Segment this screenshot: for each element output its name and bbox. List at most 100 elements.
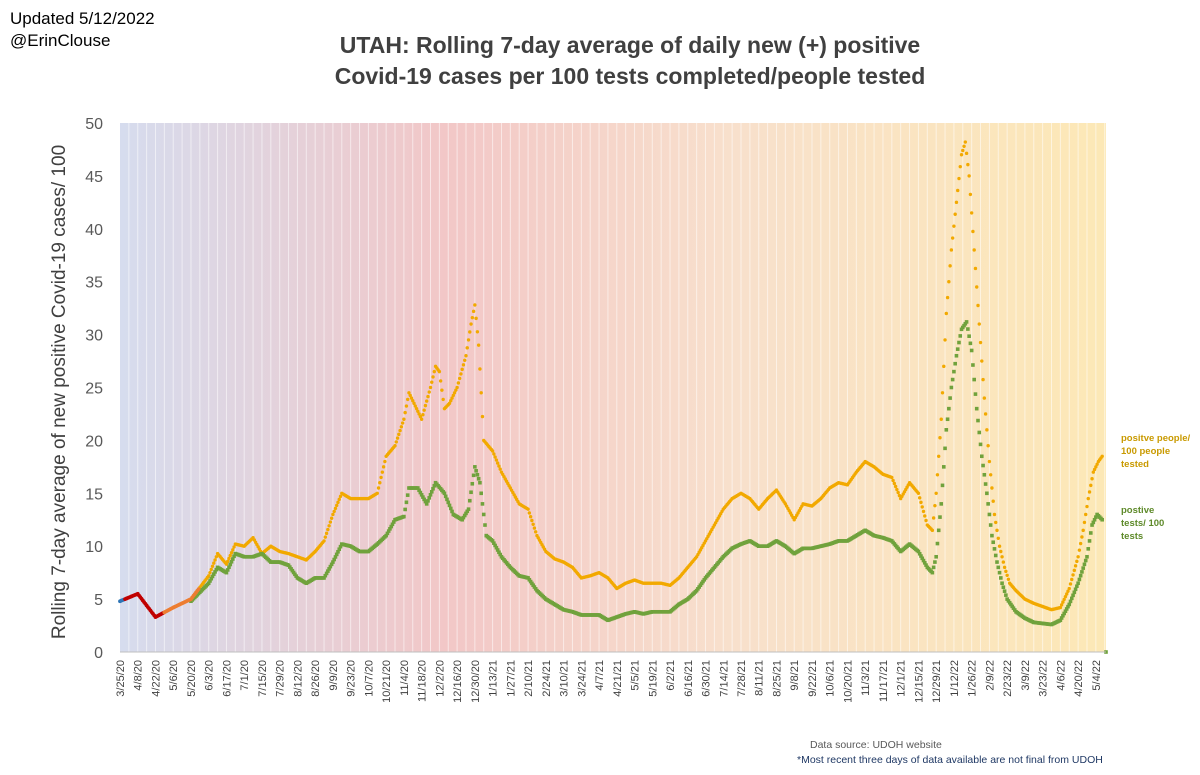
point-positive-people xyxy=(982,396,987,400)
author-handle: @ErinClouse xyxy=(10,31,111,50)
point-positive-people xyxy=(988,473,993,477)
x-tick-label: 12/29/21 xyxy=(931,660,943,703)
point-positive-tests xyxy=(528,579,533,584)
point-positive-tests xyxy=(1012,608,1017,612)
point-positive-people xyxy=(336,500,340,505)
point-positive-people xyxy=(411,399,415,403)
point-positive-tests xyxy=(947,406,951,411)
point-positive-people xyxy=(475,330,480,334)
point-positive-people xyxy=(994,520,998,525)
point-positive-tests xyxy=(465,509,470,514)
point-positive-people xyxy=(969,211,974,215)
point-positive-tests xyxy=(920,556,925,561)
point-positive-people xyxy=(492,452,496,456)
point-positive-tests xyxy=(986,502,990,506)
x-tick-label: 8/26/20 xyxy=(310,660,322,697)
point-positive-tests xyxy=(332,557,336,562)
point-positive-people xyxy=(895,487,899,492)
point-positive-tests xyxy=(391,520,396,524)
point-positive-tests xyxy=(532,585,537,589)
x-tick-label: 1/26/22 xyxy=(967,660,979,697)
point-positive-tests xyxy=(1069,596,1074,601)
point-positive-tests xyxy=(466,507,471,511)
point-positive-people xyxy=(981,377,985,382)
point-positive-people xyxy=(939,417,943,421)
point-positive-tests xyxy=(930,570,935,575)
point-positive-tests xyxy=(981,463,985,468)
point-positive-tests xyxy=(962,323,966,328)
point-positive-tests xyxy=(934,554,938,559)
point-positive-tests xyxy=(475,472,480,477)
point-positive-people xyxy=(985,428,989,432)
point-positive-people xyxy=(890,475,894,480)
point-positive-people xyxy=(476,343,481,347)
x-tick-label: 9/8/21 xyxy=(789,660,801,691)
point-positive-people xyxy=(972,248,976,252)
series-positive-tests xyxy=(189,320,1108,654)
point-positive-tests xyxy=(426,499,430,503)
point-positive-people xyxy=(431,375,435,379)
point-positive-tests xyxy=(699,581,704,586)
point-positive-tests xyxy=(948,396,952,400)
point-positive-people xyxy=(226,559,230,564)
point-positive-tests xyxy=(225,568,230,572)
point-positive-tests xyxy=(1088,531,1093,535)
point-positive-people xyxy=(992,512,997,517)
point-positive-people xyxy=(950,236,955,240)
point-positive-people xyxy=(497,464,501,468)
x-tick-label: 2/23/22 xyxy=(1002,660,1014,697)
x-tick-label: 7/28/21 xyxy=(736,660,748,697)
point-positive-people xyxy=(526,507,530,511)
point-positive-people xyxy=(378,481,382,485)
point-positive-people xyxy=(397,432,401,437)
point-positive-tests xyxy=(418,490,423,495)
point-positive-people xyxy=(417,412,421,416)
y-tick-label: 45 xyxy=(85,169,103,186)
point-positive-tests xyxy=(996,565,1001,570)
x-tick-label: 6/30/21 xyxy=(701,660,713,697)
point-positive-tests xyxy=(211,572,216,576)
point-positive-tests xyxy=(1066,604,1070,609)
point-positive-tests xyxy=(950,377,955,382)
point-positive-people xyxy=(207,574,211,578)
x-tick-label: 3/25/20 xyxy=(115,660,127,697)
point-positive-people xyxy=(1095,462,1099,466)
point-positive-tests xyxy=(402,514,406,519)
point-positive-people xyxy=(966,162,970,167)
point-positive-tests xyxy=(976,418,980,423)
point-positive-tests xyxy=(696,587,700,591)
x-tick-label: 6/16/21 xyxy=(683,660,695,697)
point-positive-tests xyxy=(697,585,701,589)
point-positive-people xyxy=(498,467,502,471)
point-positive-tests xyxy=(963,321,968,326)
data-source-note: Data source: UDOH website xyxy=(810,739,942,751)
point-positive-tests xyxy=(957,340,961,345)
point-positive-people xyxy=(990,486,994,490)
point-positive-tests xyxy=(337,547,342,552)
point-positive-tests xyxy=(389,524,394,529)
chart-title: UTAH: Rolling 7-day average of daily new… xyxy=(250,30,1010,92)
point-positive-people xyxy=(948,264,952,268)
point-positive-tests xyxy=(293,572,297,577)
point-positive-people xyxy=(456,381,461,385)
point-positive-tests xyxy=(450,509,454,514)
point-positive-tests xyxy=(384,533,388,538)
point-positive-people xyxy=(1090,477,1094,481)
point-positive-people xyxy=(229,550,234,555)
point-positive-people xyxy=(447,401,452,406)
point-positive-tests xyxy=(328,564,333,569)
point-positive-people xyxy=(923,514,927,518)
point-positive-people xyxy=(1085,504,1089,509)
x-tick-label: 9/23/20 xyxy=(346,660,358,697)
point-positive-people xyxy=(332,509,336,514)
point-positive-tests xyxy=(971,363,975,367)
point-positive-people xyxy=(1075,559,1079,564)
point-positive-tests xyxy=(495,548,500,552)
point-positive-tests xyxy=(1001,585,1006,589)
point-positive-tests xyxy=(334,552,339,557)
updated-label: Updated 5/12/2022 @ErinClouse xyxy=(10,8,155,52)
y-tick-labels: 0 5 10 15 20 25 30 35 40 45 50 xyxy=(85,116,103,662)
point-positive-people xyxy=(327,524,331,528)
point-positive-tests xyxy=(945,417,950,422)
point-positive-people xyxy=(468,330,472,334)
